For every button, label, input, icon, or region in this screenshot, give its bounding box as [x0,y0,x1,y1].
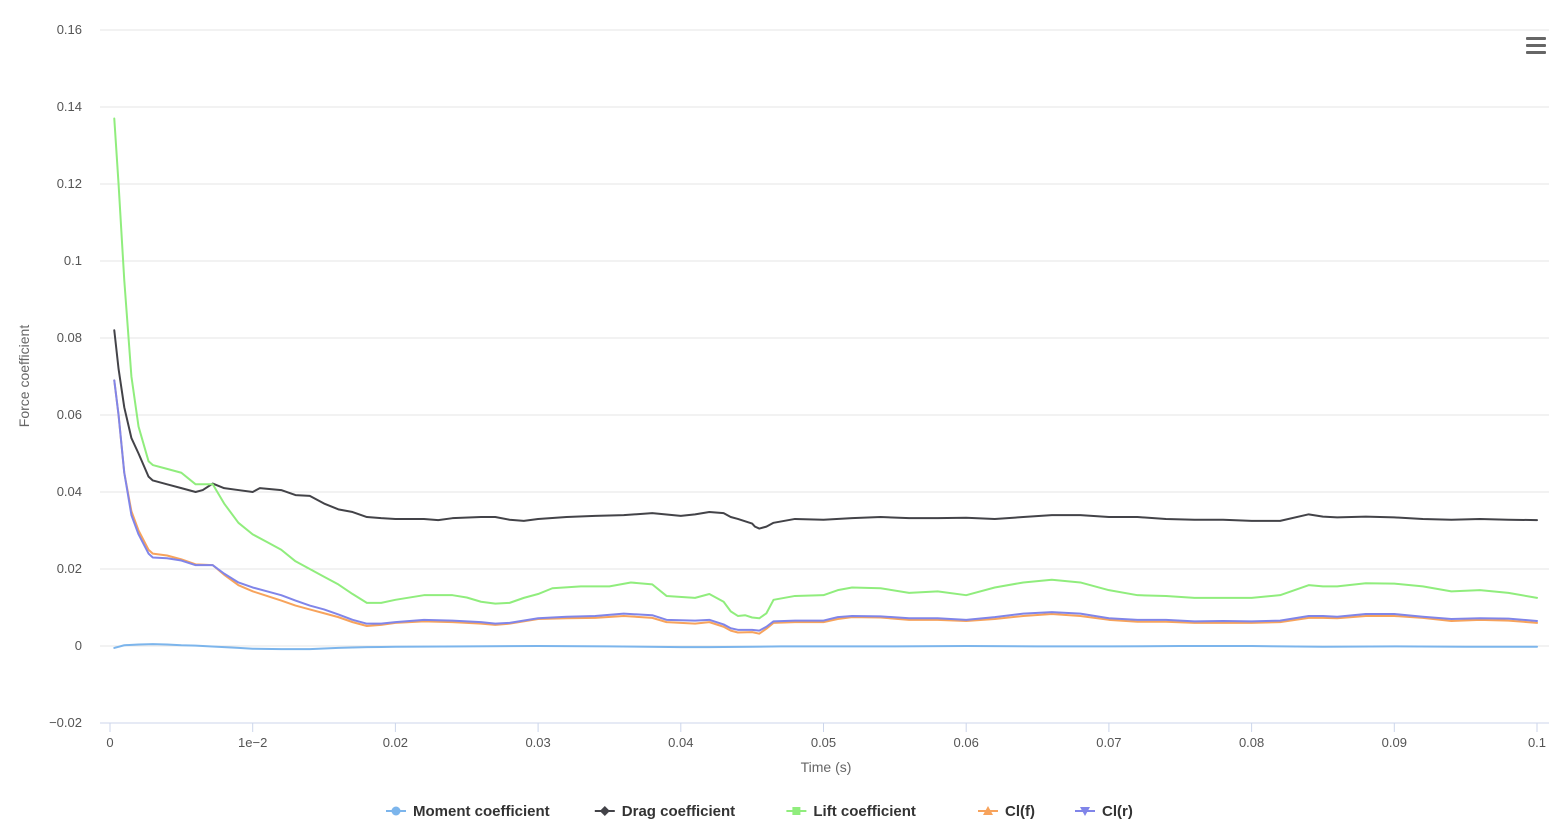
legend-label: Lift coefficient [813,803,916,820]
x-tick-label: 0.09 [1382,735,1407,750]
x-tick-label: 0.1 [1528,735,1546,750]
series-line-cl-f[interactable] [113,379,1538,635]
legend-item-lift-coefficient[interactable]: Lift coefficient [786,803,916,820]
chart-menu-button[interactable] [1516,28,1554,62]
legend-label: Drag coefficient [622,803,735,820]
series-line-lift-coefficient[interactable] [113,117,1538,620]
x-tick-label: 0.03 [525,735,550,750]
y-tick-label: 0.12 [57,176,82,191]
legend-marker-diamond [599,806,610,816]
x-tick-label: 0.04 [668,735,693,750]
y-tick-label: 0.06 [57,407,82,422]
y-tick-label: 0.16 [57,22,82,37]
legend-label: Cl(r) [1102,803,1133,820]
series-line-drag-coefficient[interactable] [113,329,1538,530]
legend-marker-circle [391,806,401,816]
legend-item-drag-coefficient[interactable]: Drag coefficient [594,803,735,820]
y-tick-label: 0.04 [57,484,82,499]
x-tick-label: 0.06 [954,735,979,750]
y-tick-label: 0.08 [57,330,82,345]
plot-area [113,117,1538,651]
legend: Moment coefficient Drag coefficient Lift c… [386,803,1133,820]
y-tick-label: 0.02 [57,561,82,576]
legend-marker-triangle [983,806,993,815]
y-tick-label: 0.14 [57,99,82,114]
series-line-moment-coefficient[interactable] [113,643,1538,651]
x-tick-label: 1e−2 [238,735,267,750]
y-tick-label: −0.02 [49,715,82,730]
legend-item-moment-coefficient[interactable]: Moment coefficient [386,803,550,820]
series-line-cl-r[interactable] [113,379,1538,632]
axes: −0.02 0 0.02 0.04 0.06 0.08 0.1 0.12 0.14 0.16 0 1e… [49,22,1549,750]
legend-label: Cl(f) [1005,803,1035,820]
grid-lines [100,29,1549,647]
hamburger-menu-icon [1526,37,1546,54]
y-tick-label: 0.1 [64,253,82,268]
x-tick-label: 0.07 [1096,735,1121,750]
legend-marker-triangle-down [1080,807,1090,816]
legend-marker-square [792,807,801,815]
x-tick-label: 0.02 [383,735,408,750]
y-axis-title: Force coefficient [16,325,32,428]
x-tick-label: 0.08 [1239,735,1264,750]
legend-label: Moment coefficient [413,803,550,820]
legend-item-cl-r[interactable]: Cl(r) [1075,803,1133,820]
legend-item-cl-f[interactable]: Cl(f) [978,803,1035,820]
x-tick-label: 0 [106,735,113,750]
y-tick-label: 0 [75,638,82,653]
x-tick-label: 0.05 [811,735,836,750]
x-axis-title: Time (s) [801,759,852,775]
